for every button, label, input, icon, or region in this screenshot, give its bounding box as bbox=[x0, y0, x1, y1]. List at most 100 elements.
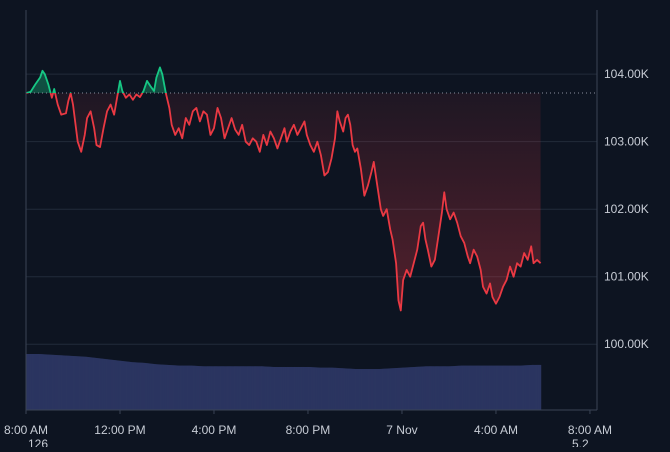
volume-bar bbox=[339, 368, 342, 410]
volume-bar bbox=[458, 365, 461, 410]
volume-bar bbox=[379, 368, 382, 410]
volume-bar bbox=[270, 366, 273, 410]
volume-bar bbox=[513, 365, 516, 410]
volume-bar bbox=[439, 366, 442, 410]
volume-bar bbox=[158, 364, 161, 410]
volume-bar bbox=[163, 364, 166, 410]
volume-bar bbox=[311, 367, 314, 410]
volume-bar bbox=[329, 367, 331, 410]
volume-bar bbox=[520, 365, 523, 410]
volume-bar bbox=[373, 369, 376, 410]
volume-bar bbox=[431, 366, 434, 410]
volume-bar bbox=[75, 356, 78, 410]
volume-bar bbox=[43, 354, 46, 410]
volume-bar bbox=[48, 354, 51, 410]
volume-bar bbox=[317, 367, 320, 410]
volume-bar bbox=[57, 355, 60, 410]
volume-bar bbox=[398, 367, 401, 410]
volume-bar bbox=[190, 365, 193, 410]
volume-bar bbox=[242, 366, 244, 410]
volume-bar bbox=[170, 365, 173, 410]
volume-bar bbox=[278, 366, 281, 410]
volume-bar bbox=[162, 364, 165, 410]
volume-bar bbox=[243, 366, 246, 410]
volume-bar bbox=[286, 366, 289, 410]
volume-bar bbox=[280, 366, 283, 410]
volume-bar bbox=[125, 361, 128, 410]
volume-bar bbox=[322, 367, 324, 410]
volume-bar bbox=[275, 366, 277, 410]
volume-bar bbox=[305, 366, 308, 410]
y-tick-label: 102.00K bbox=[604, 202, 649, 216]
volume-bar bbox=[168, 364, 170, 410]
volume-bar bbox=[212, 366, 215, 410]
volume-bar bbox=[71, 355, 74, 410]
volume-bar bbox=[194, 365, 196, 410]
volume-bar bbox=[385, 368, 388, 410]
volume-bar bbox=[360, 369, 363, 410]
volume-bar bbox=[381, 368, 384, 410]
volume-bar bbox=[405, 367, 408, 410]
volume-bar bbox=[377, 369, 380, 410]
volume-bar bbox=[511, 365, 514, 410]
volume-bar bbox=[392, 368, 395, 410]
volume-bar bbox=[505, 365, 508, 410]
volume-bar bbox=[269, 366, 272, 410]
volume-bar bbox=[135, 362, 138, 410]
volume-bar bbox=[421, 366, 424, 410]
volume-bar bbox=[352, 368, 355, 410]
volume-bar bbox=[88, 357, 91, 410]
volume-bar bbox=[64, 355, 67, 410]
volume-bar bbox=[107, 359, 109, 410]
volume-bar bbox=[423, 366, 425, 410]
volume-bar bbox=[330, 367, 333, 410]
volume-bar bbox=[503, 365, 505, 410]
volume-bar bbox=[378, 369, 381, 410]
volume-bar bbox=[404, 367, 407, 410]
volume-bar bbox=[416, 366, 418, 410]
volume-bar bbox=[105, 359, 108, 410]
volume-bar bbox=[50, 354, 53, 410]
volume-bar bbox=[515, 365, 518, 410]
volume-bar bbox=[508, 365, 511, 410]
volume-bar bbox=[89, 357, 92, 410]
volume-bar bbox=[428, 366, 431, 410]
volume-bar bbox=[238, 366, 241, 410]
volume-bar bbox=[456, 365, 458, 410]
volume-bar bbox=[524, 365, 526, 410]
volume-bar bbox=[172, 365, 175, 410]
volume-bar bbox=[154, 364, 156, 410]
volume-bar bbox=[345, 368, 348, 410]
volume-bar bbox=[211, 366, 214, 410]
volume-bar bbox=[183, 365, 186, 410]
volume-bar bbox=[353, 368, 356, 410]
volume-bar bbox=[244, 366, 247, 410]
volume-bar bbox=[338, 368, 341, 410]
volume-bar bbox=[318, 367, 321, 410]
volume-bar bbox=[203, 366, 206, 410]
volume-bar bbox=[115, 360, 118, 410]
volume-bar bbox=[364, 369, 367, 410]
volume-bar bbox=[137, 362, 140, 410]
volume-bar bbox=[195, 365, 197, 410]
volume-bar bbox=[260, 366, 263, 410]
volume-bar bbox=[433, 366, 436, 410]
volume-bar bbox=[258, 366, 261, 410]
volume-bars bbox=[26, 354, 542, 410]
x-tick-label: 4:00 PM bbox=[192, 423, 237, 437]
volume-bar bbox=[312, 367, 315, 410]
volume-bar bbox=[296, 366, 299, 410]
volume-bar bbox=[201, 366, 203, 410]
volume-bar bbox=[185, 365, 188, 410]
volume-bar bbox=[80, 356, 82, 410]
volume-bar bbox=[362, 369, 364, 410]
volume-bar bbox=[316, 367, 318, 410]
volume-bar bbox=[466, 365, 469, 410]
volume-bar bbox=[390, 368, 393, 410]
volume-bar bbox=[357, 369, 360, 410]
volume-bar bbox=[118, 360, 121, 410]
volume-bar bbox=[147, 363, 149, 410]
y-axis-ticks: 104.00K 103.00K 102.00K 101.00K 100.00K bbox=[604, 67, 649, 351]
volume-bar bbox=[271, 366, 274, 410]
volume-bar bbox=[315, 367, 317, 410]
